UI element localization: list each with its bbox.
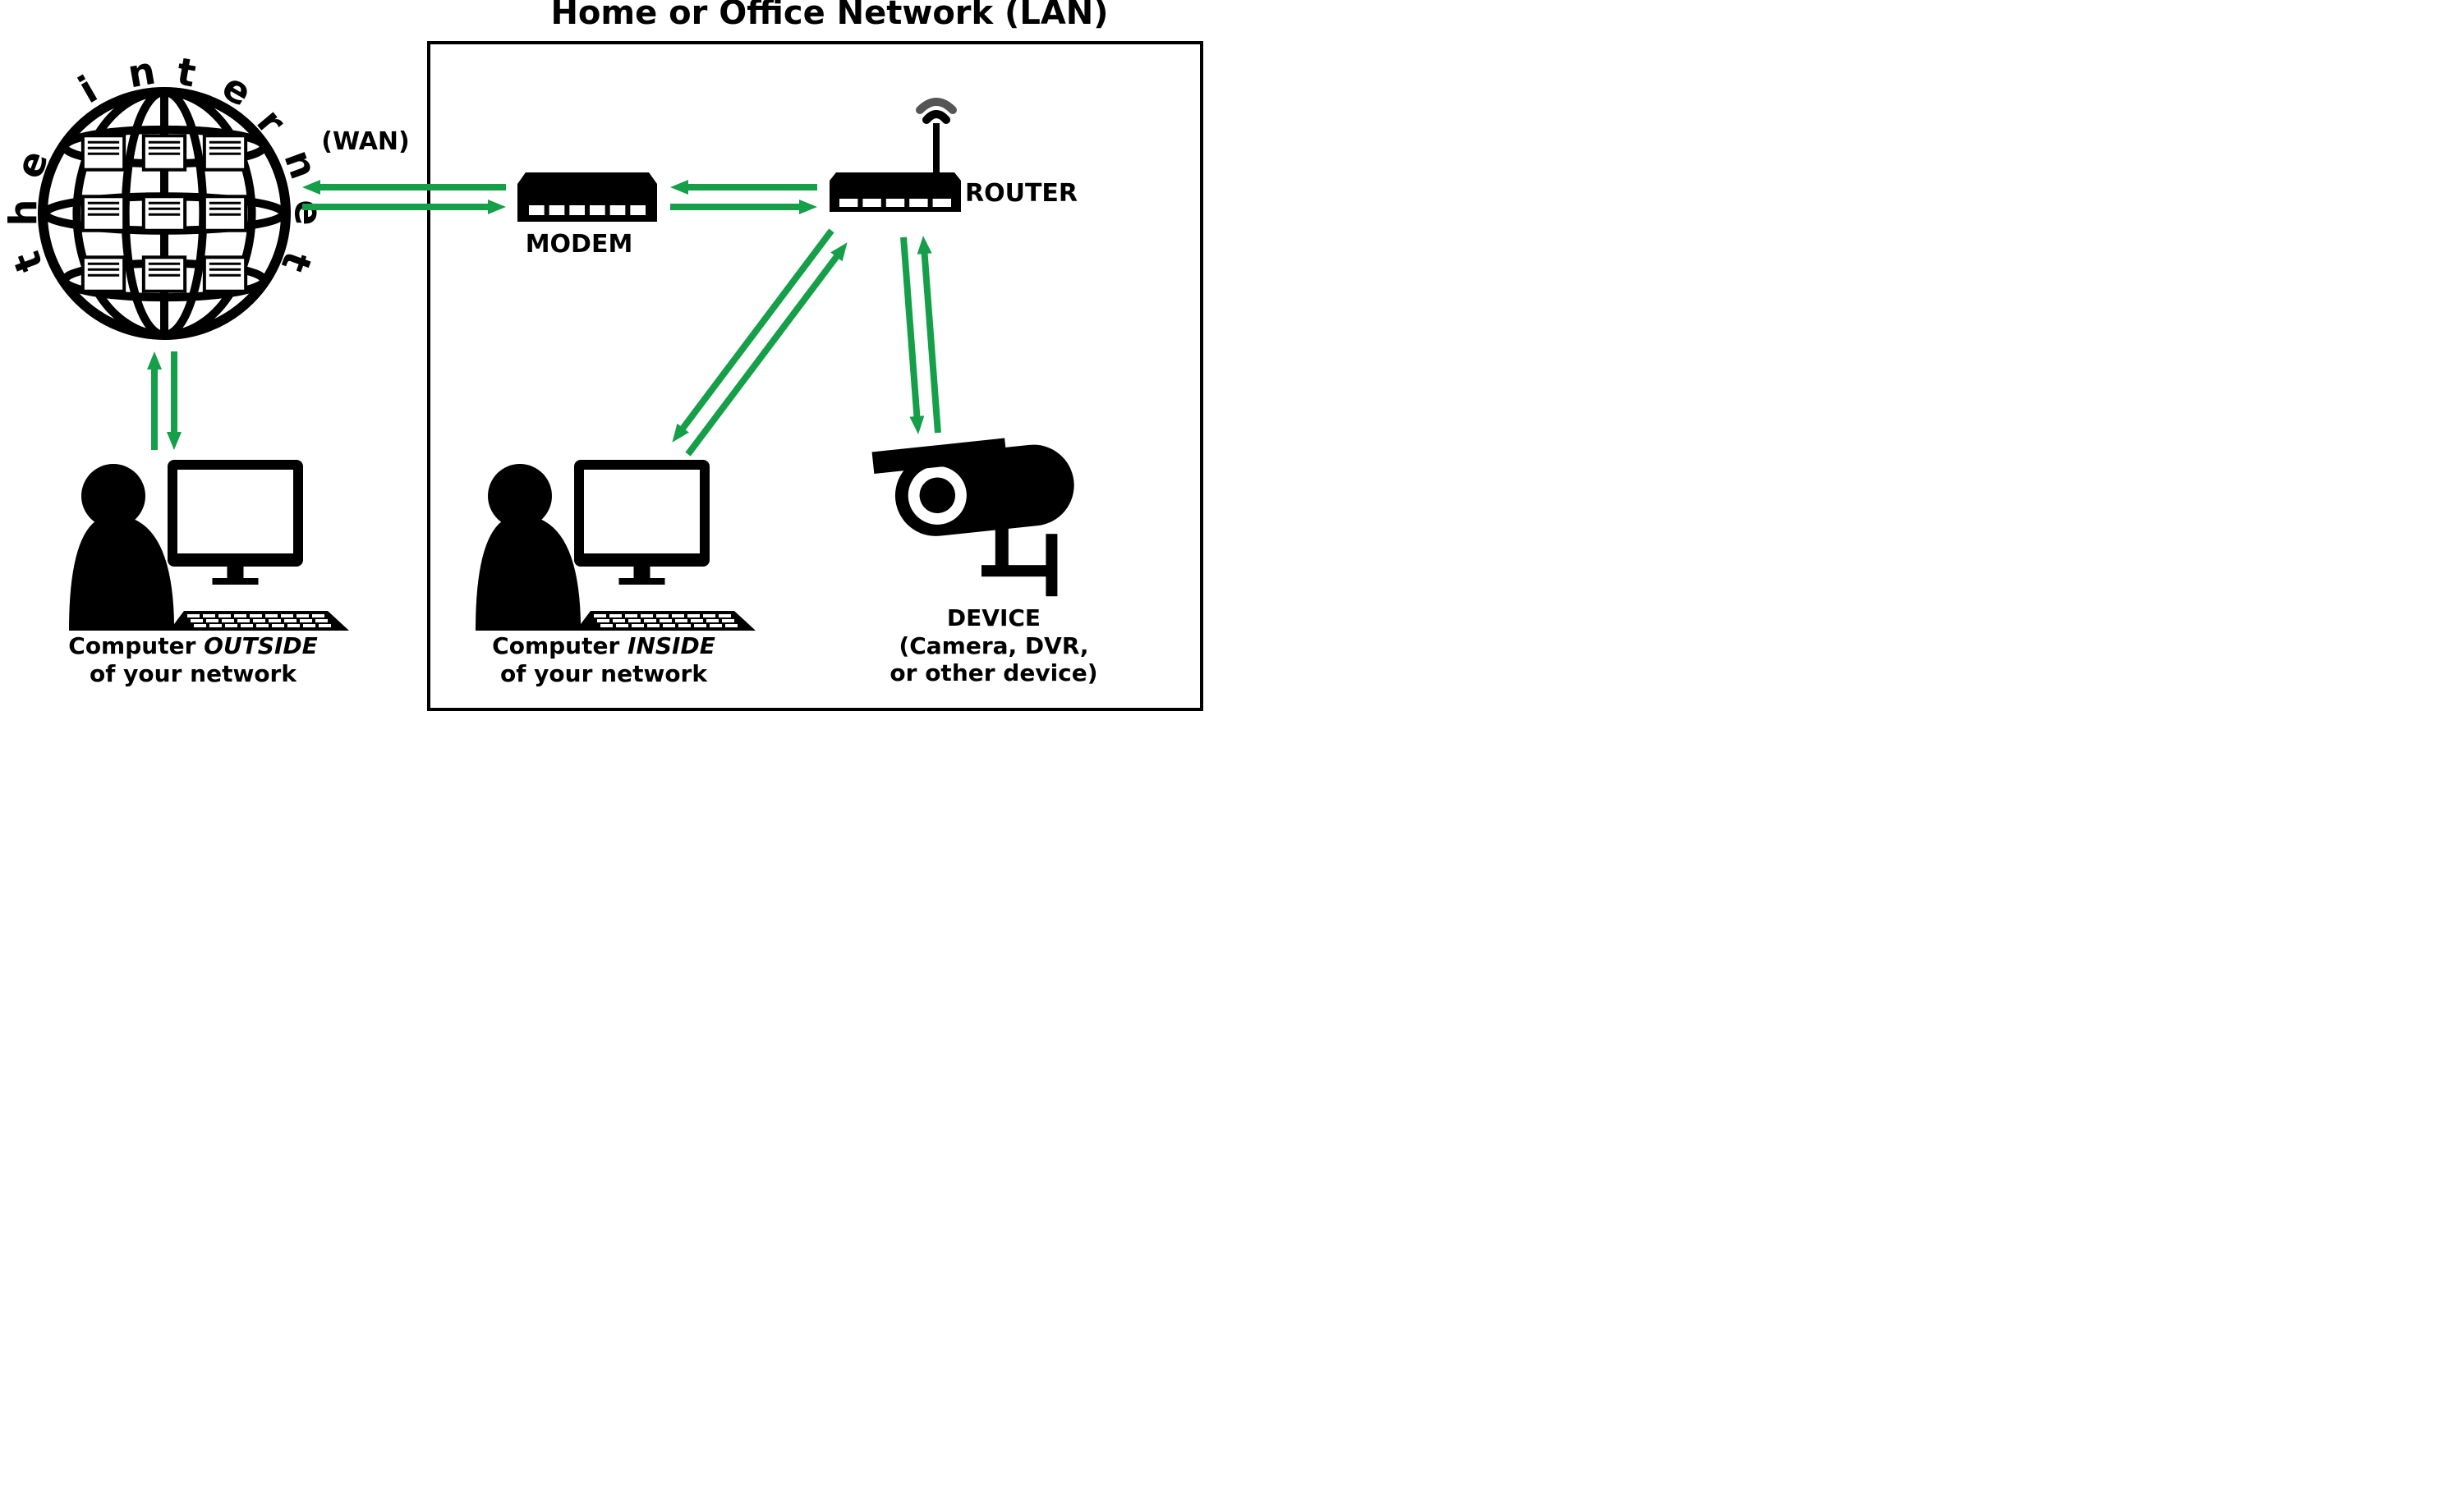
diagram-svg [0,0,1232,750]
network-diagram: Home or Office Network (LAN) the interne… [0,0,1232,750]
modem-icon [517,172,657,222]
pc-outside-icon [69,460,349,631]
router-icon [830,102,961,212]
internet-globe-icon [43,92,286,335]
pc-inside-icon [476,460,756,631]
camera-icon [872,431,1078,596]
